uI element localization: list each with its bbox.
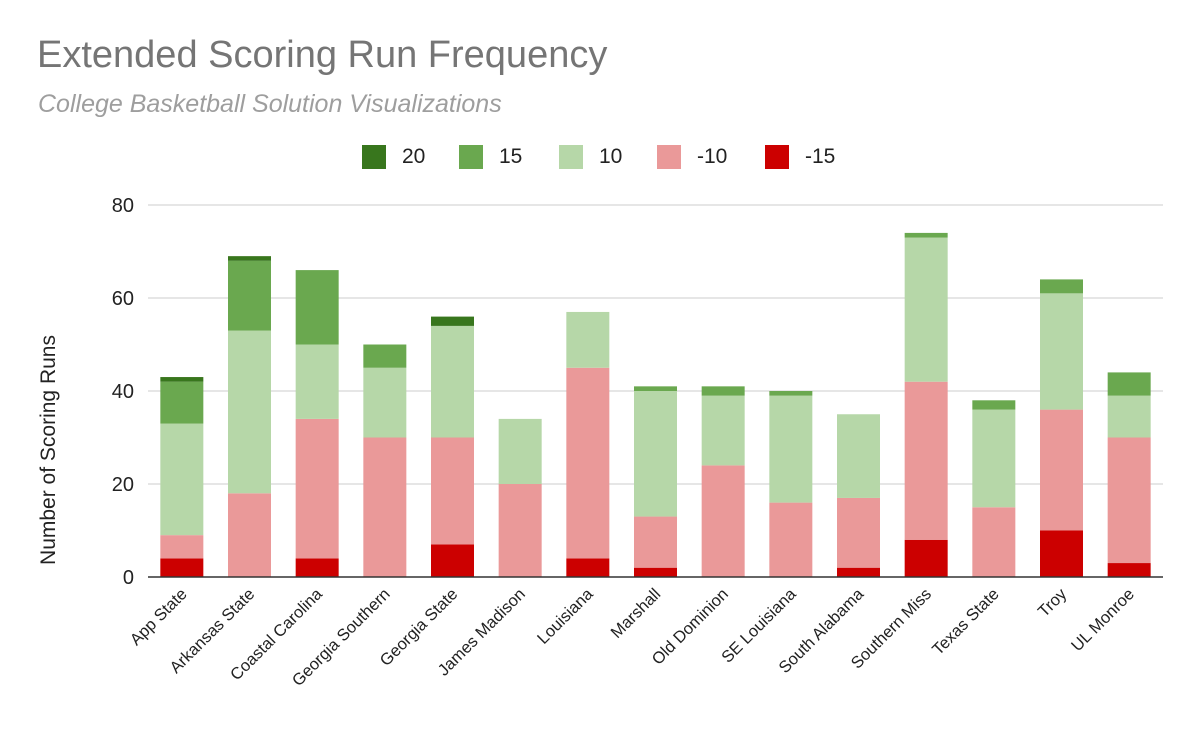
x-tick-label-ul-monroe: UL Monroe [1068,585,1138,655]
legend-swatch-10 [559,145,583,169]
x-tick-label-troy: Troy [1035,585,1071,621]
bar-ul-monroe-series-minus-15[interactable] [1107,563,1151,577]
x-tick-label-louisiana: Louisiana [534,585,597,648]
bar-troy-series-15[interactable] [1040,279,1083,294]
bar-texas-state-series-10[interactable] [972,409,1016,508]
bar-app-state-series-minus-10[interactable] [160,535,204,559]
bar-louisiana-series-10[interactable] [566,311,610,368]
x-tick-label-texas-state: Texas State [929,585,1003,659]
y-axis-ticks: 0 20 40 60 80 [112,195,134,589]
legend-swatch-minus-15 [765,145,789,169]
x-tick-label-app-state: App State [127,585,191,649]
bar-old-dominion-series-15[interactable] [701,386,745,396]
bar-coastal-carolina-series-minus-10[interactable] [295,418,339,559]
legend-swatch-20 [362,145,386,169]
bar-louisiana-series-minus-10[interactable] [566,367,610,559]
legend-label-15: 15 [499,145,523,168]
chart-title: Extended Scoring Run Frequency [37,34,608,76]
bars [160,232,1151,578]
y-tick-label-20: 20 [112,474,134,496]
bar-marshall-series-10[interactable] [634,391,677,517]
bar-coastal-carolina-series-15[interactable] [295,270,339,345]
bar-arkansas-state-series-10[interactable] [228,330,271,494]
bar-georgia-state-series-20[interactable] [431,316,474,326]
bar-louisiana-series-minus-15[interactable] [566,558,610,577]
bar-troy-series-minus-10[interactable] [1040,409,1083,531]
x-tick-label-marshall: Marshall [608,585,665,642]
bar-old-dominion-series-minus-10[interactable] [701,465,745,577]
bar-georgia-state-series-minus-15[interactable] [431,544,474,577]
y-tick-label-40: 40 [112,381,134,403]
bar-southern-miss-series-10[interactable] [904,237,948,382]
y-tick-label-60: 60 [112,288,134,310]
legend-item-minus-10[interactable]: -10 [657,143,727,171]
bar-arkansas-state-series-20[interactable] [228,256,271,261]
bar-georgia-southern-series-10[interactable] [363,367,407,438]
legend-item-15[interactable]: 15 [459,143,522,171]
bar-troy-series-minus-15[interactable] [1040,530,1083,578]
legend: 20 15 10 -10 -15 [0,143,1200,171]
bar-southern-miss-series-minus-15[interactable] [904,539,948,577]
bar-marshall-series-15[interactable] [634,386,677,391]
bar-arkansas-state-series-minus-10[interactable] [228,493,271,577]
bar-coastal-carolina-series-10[interactable] [295,344,339,419]
y-tick-label-80: 80 [112,195,134,217]
legend-item-10[interactable]: 10 [559,143,622,171]
bar-se-louisiana-series-15[interactable] [769,391,813,396]
bar-old-dominion-series-10[interactable] [701,395,745,466]
bar-app-state-series-minus-15[interactable] [160,558,204,577]
legend-label-minus-10: -10 [697,145,728,168]
bar-south-alabama-series-minus-10[interactable] [837,497,880,568]
bar-south-alabama-series-minus-15[interactable] [837,567,880,577]
bar-coastal-carolina-series-minus-15[interactable] [295,558,339,577]
legend-label-minus-15: -15 [805,145,836,168]
bar-ul-monroe-series-15[interactable] [1107,372,1151,396]
bar-southern-miss-series-15[interactable] [904,232,948,238]
legend-item-20[interactable]: 20 [362,143,425,171]
bar-south-alabama-series-10[interactable] [837,414,880,498]
bar-arkansas-state-series-15[interactable] [228,260,271,331]
bar-james-madison-series-10[interactable] [498,418,542,484]
bar-georgia-state-series-10[interactable] [431,325,474,438]
bar-app-state-series-15[interactable] [160,381,204,424]
bar-marshall-series-minus-10[interactable] [634,516,677,568]
bar-troy-series-10[interactable] [1040,293,1083,410]
bar-se-louisiana-series-minus-10[interactable] [769,502,813,577]
bar-app-state-series-20[interactable] [160,377,204,382]
legend-item-minus-15[interactable]: -15 [765,143,835,171]
y-tick-label-0: 0 [123,567,134,589]
bar-texas-state-series-15[interactable] [972,400,1016,410]
chart-subtitle: College Basketball Solution Visualizatio… [38,90,502,118]
bar-ul-monroe-series-10[interactable] [1107,395,1151,438]
legend-label-20: 20 [402,145,426,168]
legend-label-10: 10 [599,145,623,168]
bar-se-louisiana-series-10[interactable] [769,395,813,503]
y-axis-title: Number of Scoring Runs [37,335,60,565]
bar-ul-monroe-series-minus-10[interactable] [1107,437,1151,564]
bar-georgia-southern-series-minus-10[interactable] [363,437,407,578]
bar-southern-miss-series-minus-10[interactable] [904,381,948,540]
bar-marshall-series-minus-15[interactable] [634,567,677,577]
bar-app-state-series-10[interactable] [160,423,204,536]
legend-swatch-minus-10 [657,145,681,169]
bar-georgia-state-series-minus-10[interactable] [431,437,474,545]
bar-georgia-southern-series-15[interactable] [363,344,407,368]
legend-swatch-15 [459,145,483,169]
bar-texas-state-series-minus-10[interactable] [972,507,1016,577]
bar-james-madison-series-minus-10[interactable] [498,484,542,577]
